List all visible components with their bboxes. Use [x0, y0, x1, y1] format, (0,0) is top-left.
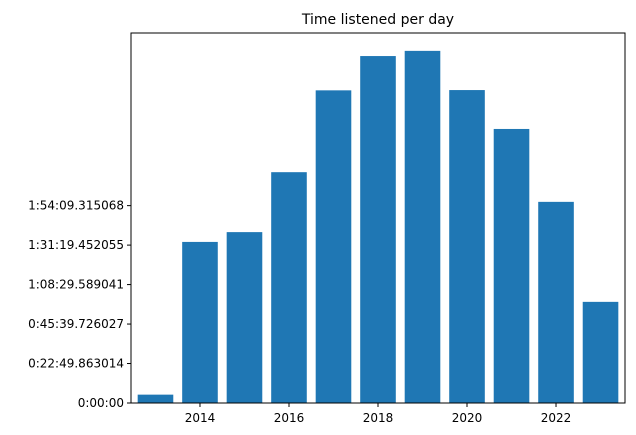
bar-2020	[449, 90, 485, 403]
y-tick-label: 0:45:39.726027	[28, 317, 124, 331]
bar-2023	[582, 301, 619, 403]
bars-layer	[137, 50, 619, 404]
bar-2022	[538, 201, 574, 403]
y-tick-label: 1:31:19.452055	[28, 238, 124, 252]
y-axis: 0:00:00 0:22:49.863014 0:45:39.726027 1:08:…	[28, 199, 131, 410]
bar-2014	[182, 241, 218, 403]
x-tick-label: 2016	[274, 411, 305, 425]
bar-2019	[404, 50, 441, 404]
x-tick-label: 2014	[185, 411, 216, 425]
x-tick-label: 2020	[452, 411, 483, 425]
y-tick-label: 0:00:00	[78, 396, 124, 410]
bar-2017	[315, 90, 352, 403]
x-tick-label: 2018	[363, 411, 394, 425]
x-tick-label: 2022	[541, 411, 572, 425]
bar-2016	[271, 172, 307, 403]
bar-2021	[493, 128, 530, 403]
y-tick-label: 1:08:29.589041	[28, 278, 124, 292]
y-tick-label: 0:22:49.863014	[28, 357, 124, 371]
bar-2015	[226, 232, 263, 403]
bar-2018	[360, 56, 396, 404]
bar-2013	[137, 394, 174, 403]
x-axis: 2014 2016 2018 2020 2022	[185, 403, 572, 425]
y-tick-label: 1:54:09.315068	[28, 199, 124, 213]
chart-title: Time listened per day	[301, 12, 454, 28]
plot-frame	[130, 32, 626, 404]
